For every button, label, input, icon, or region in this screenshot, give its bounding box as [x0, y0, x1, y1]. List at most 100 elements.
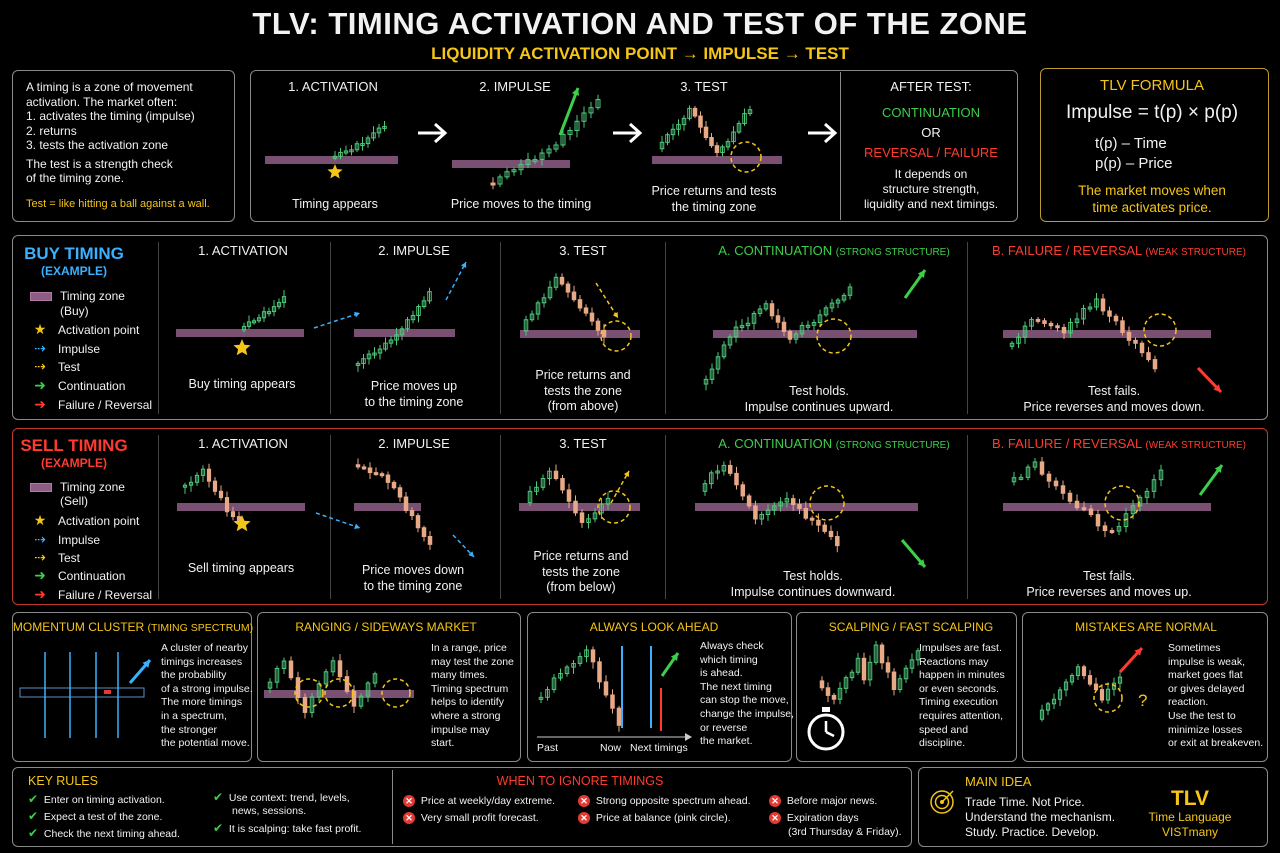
candle	[1039, 709, 1045, 720]
x-icon: ✕	[403, 812, 415, 824]
candle	[583, 307, 589, 314]
candle	[799, 324, 805, 335]
zone-swatch	[30, 482, 52, 492]
star-icon	[327, 164, 343, 179]
dashed-arrow-yellow-icon: ⇢	[34, 358, 46, 374]
mistake-question: ?	[1138, 691, 1148, 710]
candle	[709, 137, 714, 147]
candle	[397, 487, 403, 498]
continuation-arrow-head	[917, 270, 925, 278]
candle	[841, 294, 847, 301]
brand-logo: TLV	[1170, 787, 1210, 810]
candle	[399, 328, 405, 336]
candle	[903, 667, 909, 680]
candle	[1042, 320, 1047, 324]
candle	[1074, 318, 1080, 323]
candle	[372, 673, 378, 684]
rule-2: ✔ Expect a test of the zone.	[28, 809, 163, 823]
marker	[104, 690, 111, 694]
candle	[745, 322, 751, 327]
candle	[849, 671, 855, 679]
rule-4: ✔ Use context: trend, levels,	[213, 790, 350, 804]
candle	[822, 524, 827, 532]
candle	[365, 137, 371, 145]
candle	[861, 657, 867, 681]
candle	[241, 325, 247, 331]
candle	[1081, 507, 1087, 511]
impulse-arrow	[313, 312, 361, 329]
sell-failure-caption: Test fails. Price reverses and moves up.	[1026, 569, 1192, 599]
candle	[1057, 689, 1063, 700]
sell-impulse-title: 2. IMPULSE	[378, 436, 450, 451]
candle	[595, 320, 601, 331]
candle	[720, 146, 725, 154]
candle	[1120, 320, 1125, 333]
candle	[831, 694, 837, 700]
candle	[581, 112, 587, 122]
x-icon: ✕	[769, 812, 781, 824]
test-arrow	[595, 282, 619, 319]
mistakes-panel	[1022, 612, 1268, 762]
candle	[793, 333, 799, 340]
candle	[1109, 530, 1115, 534]
candle	[535, 302, 541, 315]
test-circle	[324, 678, 354, 708]
legend-zone-sell: (Sell)	[60, 494, 89, 508]
star-icon: ★	[33, 512, 47, 528]
candle	[703, 126, 709, 139]
mistakes-text: Sometimes impulse is weak, market goes fla…	[1168, 642, 1264, 750]
intro-note: Test = like hitting a ball against a wal…	[26, 198, 210, 210]
impulse-arrow	[558, 87, 580, 136]
look-ahead-text: Always check which timing is ahead. The nex…	[700, 640, 794, 748]
buy-impulse-caption: Price moves up to the timing zone	[364, 379, 464, 409]
candle	[1088, 508, 1094, 516]
buy-failure-title: B. FAILURE / REVERSAL (WEAK STRUCTURE)	[992, 243, 1246, 258]
candle	[541, 297, 547, 304]
candle	[212, 480, 218, 492]
candle	[739, 325, 745, 329]
momentum-title: MOMENTUM CLUSTER (TIMING SPECTRUM)	[12, 620, 254, 634]
timing-zone	[652, 156, 782, 164]
after-reversal: REVERSAL / FAILURE	[864, 145, 998, 160]
x-icon: ✕	[403, 795, 415, 807]
spectrum-zone	[19, 687, 145, 698]
candle	[835, 299, 841, 304]
timing-zone	[1003, 330, 1211, 338]
candle	[366, 353, 372, 360]
scalping-title: SCALPING / FAST SCALPING	[828, 620, 994, 634]
candle	[577, 299, 583, 309]
test-circle	[600, 320, 632, 352]
candle	[1067, 492, 1073, 502]
candle	[721, 464, 727, 472]
candle	[1032, 461, 1038, 468]
x-icon: ✕	[769, 795, 781, 807]
arrow-red-icon: ➜	[34, 586, 46, 602]
timing-zone	[354, 329, 455, 337]
candle	[727, 336, 733, 346]
candle	[775, 315, 781, 323]
candle	[778, 501, 783, 507]
candle	[337, 660, 343, 678]
candle	[733, 326, 739, 338]
candle	[1074, 500, 1080, 509]
candle	[559, 276, 565, 285]
ignore-5: ✕ Before major news.	[769, 795, 877, 808]
candle	[504, 171, 510, 178]
rules-box	[12, 767, 912, 847]
buy-test-title: 3. TEST	[559, 243, 607, 258]
candle	[256, 317, 262, 322]
timing-zone	[1003, 503, 1211, 511]
rule-1: ✔ Enter on timing activation.	[28, 792, 165, 806]
timing-zone	[695, 503, 918, 511]
candle	[823, 307, 829, 316]
main-idea-box	[918, 767, 1268, 847]
star-icon: ★	[33, 321, 47, 337]
after-test-title: AFTER TEST:	[890, 79, 972, 94]
candle	[376, 127, 382, 134]
candle	[427, 291, 432, 302]
candle	[670, 128, 676, 136]
candle	[769, 303, 775, 317]
axis-next-timings: Next timings	[630, 742, 688, 754]
candle	[805, 324, 811, 328]
candle	[343, 150, 349, 154]
